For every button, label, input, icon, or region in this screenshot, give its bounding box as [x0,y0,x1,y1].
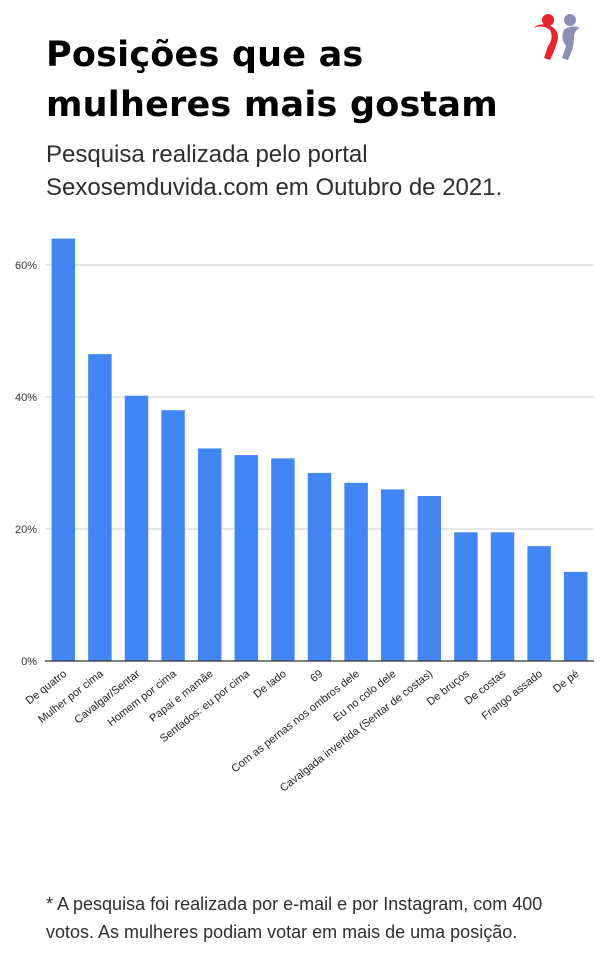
bar [271,458,295,661]
bar [344,482,368,661]
bar [527,546,551,661]
x-tick-label: De lado [251,668,288,701]
bar [454,532,478,661]
x-tick-label: Cavalgada invertida (Sentar de costas) [278,668,435,795]
bar [197,448,222,661]
bar [563,571,588,661]
bar [307,472,332,661]
logo-grey-figure-body-icon [562,26,580,60]
chart-subtitle: Pesquisa realizada pelo portal Sexosemdu… [46,141,503,201]
bar [51,238,76,661]
chart-title: Posições que as mulheres mais gostam [46,35,498,125]
logo-grey-figure-head-icon [564,14,576,26]
bar [124,395,149,661]
y-tick-label: 40% [15,392,37,404]
bar [417,496,442,661]
y-tick-label: 0% [21,656,37,668]
bar [380,489,405,661]
bars [51,238,588,661]
bar [490,532,515,661]
x-tick-label: De pé [551,668,582,696]
x-tick-label: Com as pernas nos ombros dele [229,668,362,775]
logo-red-figure-head-icon [542,14,554,26]
y-tick-label: 20% [15,524,37,536]
logo-icon [534,14,580,60]
x-tick-label: Eu no colo dele [331,668,398,724]
bar [234,455,259,661]
x-tick-label: 69 [308,668,325,685]
bar [88,354,112,661]
bar [161,410,185,661]
logo-red-figure-body-icon [534,24,558,60]
footnote: * A pesquisa foi realizada por e-mail e … [46,894,543,942]
y-tick-label: 60% [15,260,37,272]
